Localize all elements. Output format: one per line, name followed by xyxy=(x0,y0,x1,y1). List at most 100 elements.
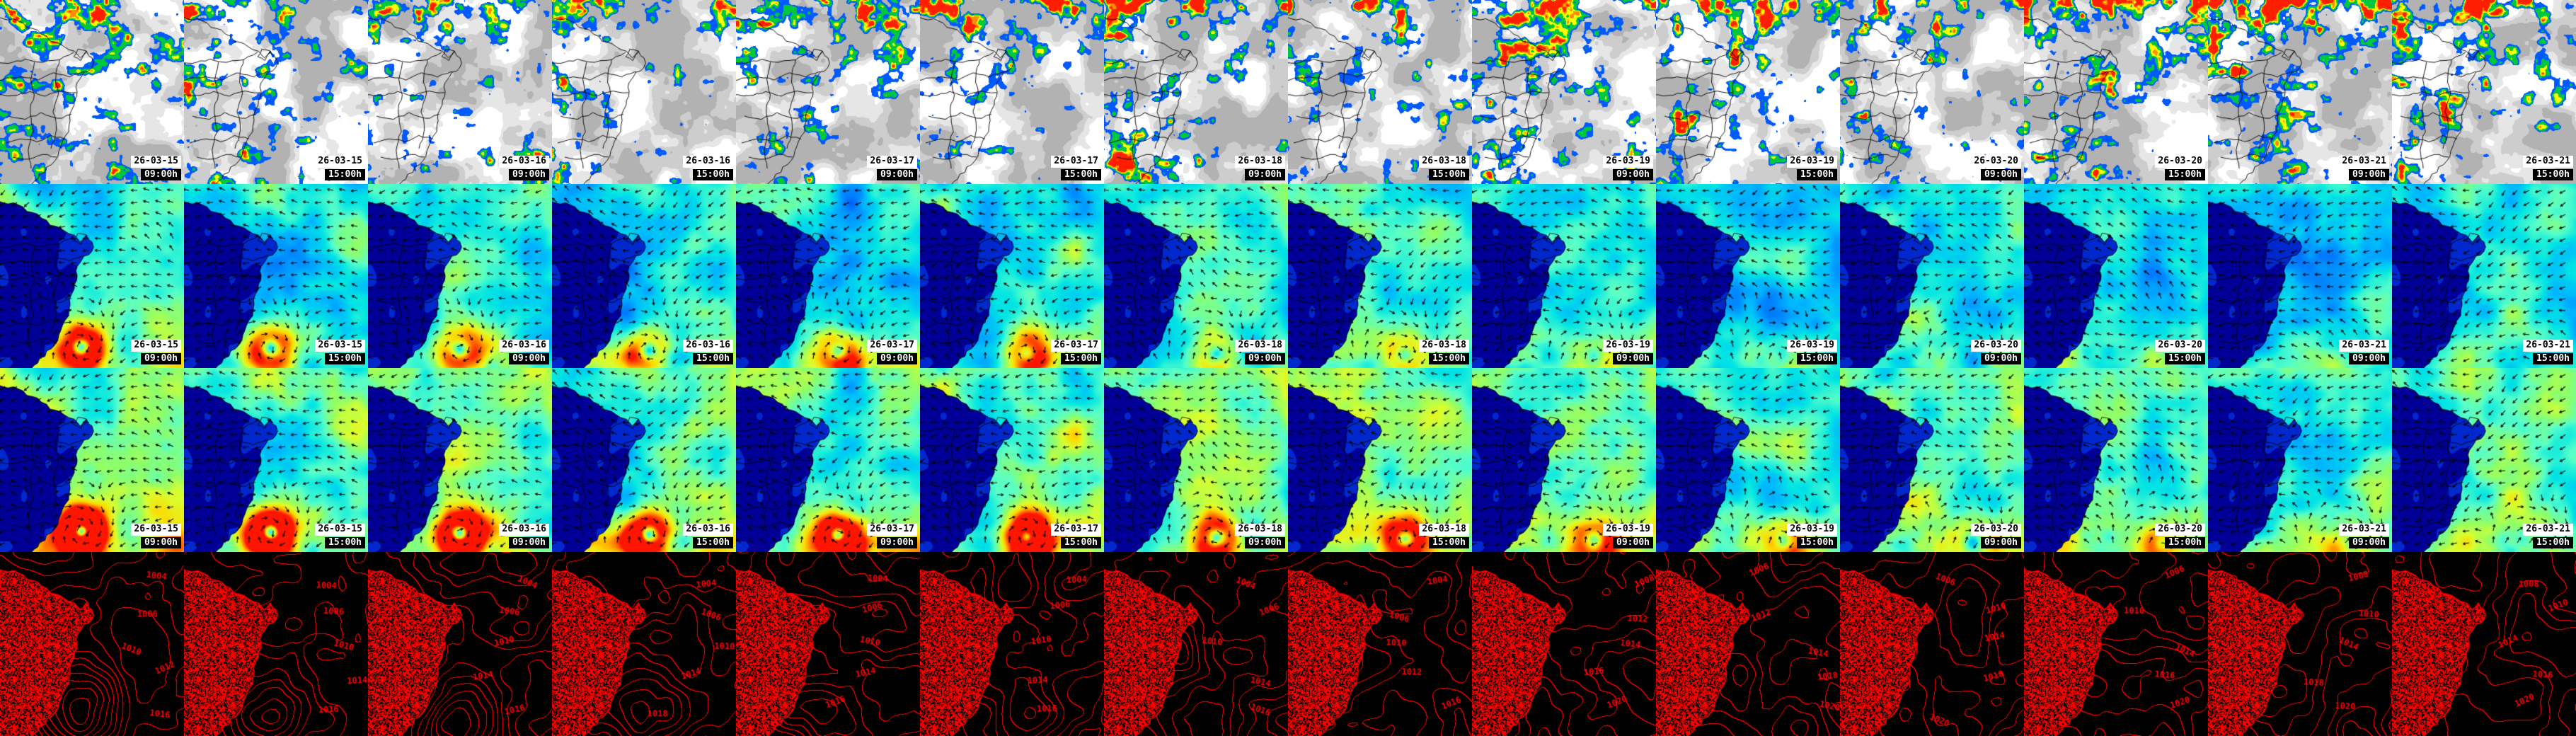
timestamp-date: 26-03-15 xyxy=(315,156,365,168)
panel-wind-gust-c10[interactable]: 26-03-19 15:00h xyxy=(1656,368,1840,552)
wind-10m-map-canvas xyxy=(2392,184,2576,368)
wind-10m-map-canvas xyxy=(368,184,552,368)
clouds-precipitation-map-canvas xyxy=(1472,0,1656,184)
panel-clouds-precipitation-c12[interactable]: 26-03-20 15:00h xyxy=(2024,0,2208,184)
wind-10m-map-canvas xyxy=(184,184,368,368)
panel-pressure-isobars-c12[interactable] xyxy=(2024,552,2208,736)
panel-wind-gust-c13[interactable]: 26-03-21 09:00h xyxy=(2208,368,2392,552)
timestamp-time: 09:00h xyxy=(509,352,549,364)
panel-wind-gust-c9[interactable]: 26-03-19 09:00h xyxy=(1472,368,1656,552)
panel-clouds-precipitation-c9[interactable]: 26-03-19 09:00h xyxy=(1472,0,1656,184)
panel-clouds-precipitation-c1[interactable]: 26-03-15 09:00h xyxy=(0,0,184,184)
panel-wind-10m-c13[interactable]: 26-03-21 09:00h xyxy=(2208,184,2392,368)
wind-10m-map-canvas xyxy=(0,184,184,368)
timestamp-time: 09:00h xyxy=(2349,352,2389,364)
panel-pressure-isobars-c4[interactable] xyxy=(552,552,736,736)
timestamp-time: 15:00h xyxy=(2165,536,2205,548)
timestamp-date: 26-03-21 xyxy=(2339,340,2389,352)
panel-clouds-precipitation-c13[interactable]: 26-03-21 09:00h xyxy=(2208,0,2392,184)
timestamp-time: 09:00h xyxy=(141,168,181,180)
wind-10m-map-canvas xyxy=(1840,184,2024,368)
panel-wind-10m-c3[interactable]: 26-03-16 09:00h xyxy=(368,184,552,368)
timestamp: 26-03-17 09:00h xyxy=(867,340,917,364)
timestamp-time: 15:00h xyxy=(1061,352,1101,364)
panel-wind-gust-c14[interactable]: 26-03-21 15:00h xyxy=(2392,368,2576,552)
timestamp-date: 26-03-20 xyxy=(2155,524,2205,536)
panel-wind-10m-c9[interactable]: 26-03-19 09:00h xyxy=(1472,184,1656,368)
clouds-precipitation-map-canvas xyxy=(1288,0,1472,184)
clouds-precipitation-map-canvas xyxy=(736,0,920,184)
clouds-precipitation-map-canvas xyxy=(1104,0,1288,184)
timestamp-time: 09:00h xyxy=(1613,352,1653,364)
panel-pressure-isobars-c10[interactable] xyxy=(1656,552,1840,736)
panel-pressure-isobars-c1[interactable] xyxy=(0,552,184,736)
timestamp-time: 15:00h xyxy=(1429,536,1469,548)
timestamp-time: 15:00h xyxy=(325,352,365,364)
panel-pressure-isobars-c2[interactable] xyxy=(184,552,368,736)
panel-wind-10m-c11[interactable]: 26-03-20 09:00h xyxy=(1840,184,2024,368)
panel-pressure-isobars-c3[interactable] xyxy=(368,552,552,736)
panel-pressure-isobars-c5[interactable] xyxy=(736,552,920,736)
panel-wind-gust-c7[interactable]: 26-03-18 09:00h xyxy=(1104,368,1288,552)
panel-pressure-isobars-c11[interactable] xyxy=(1840,552,2024,736)
row-wind-10m: 26-03-15 09:00h 26-03-15 15:00h 26-03-16 09:0… xyxy=(0,184,2576,368)
pressure-isobars-map-canvas xyxy=(1288,552,1472,736)
wind-10m-map-canvas xyxy=(1656,184,1840,368)
panel-pressure-isobars-c8[interactable] xyxy=(1288,552,1472,736)
panel-wind-gust-c5[interactable]: 26-03-17 09:00h xyxy=(736,368,920,552)
timestamp-date: 26-03-17 xyxy=(867,524,917,536)
panel-clouds-precipitation-c4[interactable]: 26-03-16 15:00h xyxy=(552,0,736,184)
panel-wind-gust-c4[interactable]: 26-03-16 15:00h xyxy=(552,368,736,552)
timestamp: 26-03-17 15:00h xyxy=(1051,524,1101,548)
wind-gust-map-canvas xyxy=(1104,368,1288,552)
panel-clouds-precipitation-c11[interactable]: 26-03-20 09:00h xyxy=(1840,0,2024,184)
panel-wind-gust-c1[interactable]: 26-03-15 09:00h xyxy=(0,368,184,552)
panel-clouds-precipitation-c3[interactable]: 26-03-16 09:00h xyxy=(368,0,552,184)
panel-clouds-precipitation-c7[interactable]: 26-03-18 09:00h xyxy=(1104,0,1288,184)
panel-wind-10m-c1[interactable]: 26-03-15 09:00h xyxy=(0,184,184,368)
panel-wind-10m-c7[interactable]: 26-03-18 09:00h xyxy=(1104,184,1288,368)
panel-wind-10m-c4[interactable]: 26-03-16 15:00h xyxy=(552,184,736,368)
wind-gust-map-canvas xyxy=(920,368,1104,552)
panel-clouds-precipitation-c8[interactable]: 26-03-18 15:00h xyxy=(1288,0,1472,184)
panel-wind-gust-c12[interactable]: 26-03-20 15:00h xyxy=(2024,368,2208,552)
timestamp: 26-03-18 15:00h xyxy=(1419,524,1469,548)
panel-pressure-isobars-c9[interactable] xyxy=(1472,552,1656,736)
timestamp-date: 26-03-20 xyxy=(2155,340,2205,352)
panel-wind-gust-c3[interactable]: 26-03-16 09:00h xyxy=(368,368,552,552)
panel-wind-10m-c6[interactable]: 26-03-17 15:00h xyxy=(920,184,1104,368)
clouds-precipitation-map-canvas xyxy=(552,0,736,184)
panel-pressure-isobars-c6[interactable] xyxy=(920,552,1104,736)
timestamp: 26-03-20 09:00h xyxy=(1971,340,2021,364)
panel-clouds-precipitation-c2[interactable]: 26-03-15 15:00h xyxy=(184,0,368,184)
timestamp-time: 09:00h xyxy=(2349,168,2389,180)
timestamp-date: 26-03-16 xyxy=(499,340,549,352)
panel-wind-10m-c12[interactable]: 26-03-20 15:00h xyxy=(2024,184,2208,368)
timestamp-date: 26-03-17 xyxy=(1051,156,1101,168)
panel-wind-10m-c8[interactable]: 26-03-18 15:00h xyxy=(1288,184,1472,368)
pressure-isobars-map-canvas xyxy=(1656,552,1840,736)
panel-clouds-precipitation-c14[interactable]: 26-03-21 15:00h xyxy=(2392,0,2576,184)
panel-wind-gust-c8[interactable]: 26-03-18 15:00h xyxy=(1288,368,1472,552)
timestamp-date: 26-03-17 xyxy=(867,340,917,352)
panel-clouds-precipitation-c6[interactable]: 26-03-17 15:00h xyxy=(920,0,1104,184)
timestamp-date: 26-03-21 xyxy=(2339,156,2389,168)
timestamp: 26-03-18 15:00h xyxy=(1419,340,1469,364)
panel-clouds-precipitation-c10[interactable]: 26-03-19 15:00h xyxy=(1656,0,1840,184)
timestamp-date: 26-03-18 xyxy=(1235,524,1285,536)
timestamp: 26-03-15 09:00h xyxy=(131,524,181,548)
panel-wind-gust-c11[interactable]: 26-03-20 09:00h xyxy=(1840,368,2024,552)
panel-wind-gust-c2[interactable]: 26-03-15 15:00h xyxy=(184,368,368,552)
panel-wind-10m-c2[interactable]: 26-03-15 15:00h xyxy=(184,184,368,368)
panel-pressure-isobars-c13[interactable] xyxy=(2208,552,2392,736)
panel-clouds-precipitation-c5[interactable]: 26-03-17 09:00h xyxy=(736,0,920,184)
panel-wind-10m-c14[interactable]: 26-03-21 15:00h xyxy=(2392,184,2576,368)
panel-wind-gust-c6[interactable]: 26-03-17 15:00h xyxy=(920,368,1104,552)
panel-pressure-isobars-c14[interactable] xyxy=(2392,552,2576,736)
panel-wind-10m-c5[interactable]: 26-03-17 09:00h xyxy=(736,184,920,368)
panel-wind-10m-c10[interactable]: 26-03-19 15:00h xyxy=(1656,184,1840,368)
timestamp-date: 26-03-15 xyxy=(315,340,365,352)
panel-pressure-isobars-c7[interactable] xyxy=(1104,552,1288,736)
clouds-precipitation-map-canvas xyxy=(2208,0,2392,184)
